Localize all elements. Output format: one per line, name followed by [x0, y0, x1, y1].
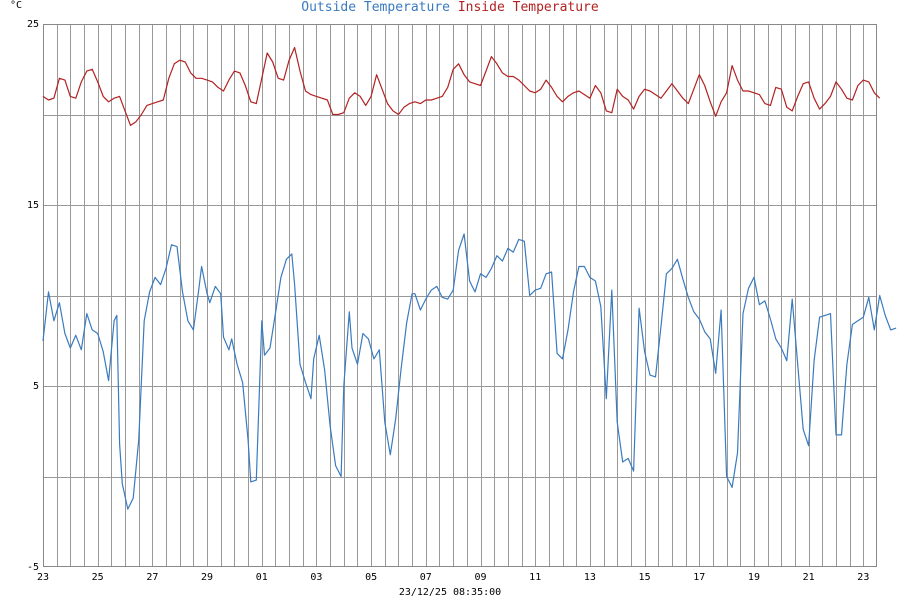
x-tick-label: 01: [256, 572, 268, 583]
x-tick-label: 09: [474, 572, 486, 583]
legend-entry-outside: Outside Temperature: [301, 0, 450, 15]
y-tick-label: -5: [27, 562, 39, 573]
x-tick-label: 13: [584, 572, 596, 583]
y-axis-unit-label: °C: [10, 0, 23, 11]
y-tick-label: 25: [27, 19, 39, 30]
x-axis-ticks: 23 25 27 29 01 03 05 07 09 11 13 15 17 19 21 23: [37, 572, 869, 583]
outside-temperature-line: [42, 233, 897, 510]
x-tick-label: 03: [310, 572, 322, 583]
x-tick-label: 17: [693, 572, 705, 583]
x-tick-label: 11: [529, 572, 541, 583]
plot-border: [43, 24, 877, 567]
plot-frame: [43, 24, 877, 567]
x-tick-label: 27: [146, 572, 158, 583]
chart-grid: [43, 24, 877, 567]
y-axis-ticks: -5 5 15 25: [27, 19, 39, 573]
inside-temperature-line: [42, 46, 881, 126]
x-tick-label: 23: [857, 572, 869, 583]
chart-legend: Outside Temperature Inside Temperature: [0, 0, 900, 16]
chart-series: [42, 46, 897, 510]
x-tick-label: 23: [37, 572, 49, 583]
x-tick-label: 29: [201, 572, 213, 583]
y-tick-label: 15: [27, 200, 39, 211]
x-tick-label: 15: [639, 572, 651, 583]
legend-entry-inside: Inside Temperature: [457, 0, 599, 15]
chart-timestamp: 23/12/25 08:35:00: [398, 587, 502, 598]
x-tick-label: 25: [92, 572, 104, 583]
x-tick-label: 19: [748, 572, 760, 583]
x-tick-label: 21: [803, 572, 815, 583]
y-tick-label: 5: [33, 381, 39, 392]
x-tick-label: 05: [365, 572, 377, 583]
x-tick-label: 07: [420, 572, 432, 583]
